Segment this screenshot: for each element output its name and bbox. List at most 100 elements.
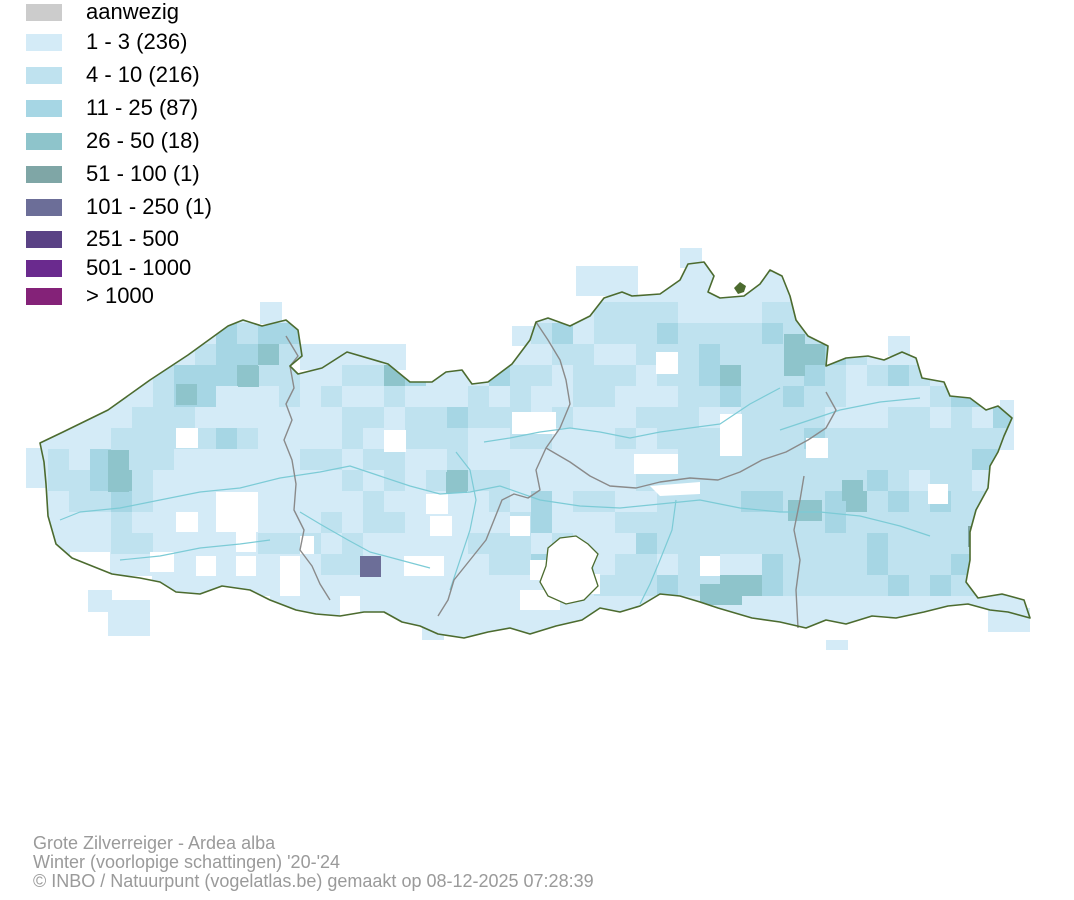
grid-cell xyxy=(699,512,720,533)
grid-cell xyxy=(972,533,993,554)
grid-cell xyxy=(720,365,741,386)
grid-cell xyxy=(573,365,594,386)
legend-swatch xyxy=(26,34,62,51)
grid-cell xyxy=(405,428,426,449)
grid-cell xyxy=(741,575,762,596)
grid-cell xyxy=(867,575,888,596)
grid-cell xyxy=(615,575,636,596)
grid-cell xyxy=(846,575,867,596)
empty-cell xyxy=(384,430,406,452)
grid-cell xyxy=(888,533,909,554)
grid-cell xyxy=(846,323,867,344)
region-outline xyxy=(39,261,1031,639)
grid-cell xyxy=(762,386,783,407)
grid-cell xyxy=(1014,554,1030,575)
legend-swatch xyxy=(26,4,62,21)
grid-cell xyxy=(842,480,863,501)
grid-cell xyxy=(846,449,867,470)
grid-cell xyxy=(531,365,552,386)
legend-swatch xyxy=(26,199,62,216)
grid-cell xyxy=(951,407,972,428)
grid-cell xyxy=(153,407,174,428)
grid-cell xyxy=(762,575,783,596)
grid-cell xyxy=(909,554,930,575)
grid-cell xyxy=(888,491,909,512)
grid-cell xyxy=(909,533,930,554)
grid-cell xyxy=(867,512,888,533)
grid-cell xyxy=(741,449,762,470)
grid-cell xyxy=(342,533,363,554)
grid-cell xyxy=(720,491,741,512)
grid-cell xyxy=(321,386,342,407)
grid-cell xyxy=(888,575,909,596)
empty-cell xyxy=(216,492,258,532)
grid-cell xyxy=(552,344,573,365)
empty-cell xyxy=(700,556,720,576)
grid-cell xyxy=(951,428,972,449)
grid-cell xyxy=(720,533,741,554)
legend-item: aanwezig xyxy=(26,0,286,24)
grid-cell xyxy=(993,449,1014,470)
grid-cell xyxy=(405,365,426,386)
grid-cell xyxy=(321,512,342,533)
grid-cell xyxy=(552,323,573,344)
grid-cell xyxy=(132,470,153,491)
caption-period: Winter (voorlopige schattingen) '20-'24 xyxy=(33,852,341,872)
grid-cell xyxy=(741,323,762,344)
outside-cell xyxy=(680,248,702,268)
grid-cell xyxy=(342,428,363,449)
grid-cell xyxy=(783,554,804,575)
grid-cell xyxy=(930,533,951,554)
grid-cell xyxy=(1035,533,1056,554)
grid-cell xyxy=(132,533,153,554)
grid-cell xyxy=(741,512,762,533)
empty-cell xyxy=(510,516,530,536)
grid-cell xyxy=(909,491,930,512)
grid-cell xyxy=(741,365,762,386)
grid-cell xyxy=(930,554,951,575)
grid-cell xyxy=(552,407,573,428)
legend-label: 26 - 50 (18) xyxy=(86,128,200,153)
grid-cell xyxy=(720,470,741,491)
empty-cell xyxy=(512,412,556,434)
grid-cell xyxy=(111,533,132,554)
outside-cell xyxy=(260,302,282,324)
grid-cell xyxy=(360,556,381,577)
grid-cell xyxy=(783,386,804,407)
grid-cell xyxy=(258,323,279,344)
grid-cell xyxy=(69,491,90,512)
grid-cell xyxy=(783,428,804,449)
grid-cell xyxy=(825,533,846,554)
grid-cell xyxy=(825,302,846,323)
grid-cell xyxy=(699,323,720,344)
grid-cell xyxy=(657,302,678,323)
grid-cell xyxy=(279,533,300,554)
grid-cell xyxy=(132,428,153,449)
grid-cell xyxy=(468,407,489,428)
grid-cell xyxy=(930,386,951,407)
grid-cell xyxy=(132,407,153,428)
grid-cell xyxy=(468,428,489,449)
legend-item: 101 - 250 (1) xyxy=(26,195,286,219)
legend-swatch xyxy=(26,166,62,183)
outside-cell xyxy=(88,590,112,612)
legend-item: 26 - 50 (18) xyxy=(26,129,286,153)
grid-cell xyxy=(216,428,237,449)
grid-cell xyxy=(762,470,783,491)
grid-cell xyxy=(762,428,783,449)
grid-cell xyxy=(762,302,783,323)
grid-cell xyxy=(615,554,636,575)
grid-cell xyxy=(741,386,762,407)
grid-cell xyxy=(1035,533,1056,554)
grid-cell xyxy=(741,344,762,365)
grid-cell xyxy=(804,554,825,575)
river xyxy=(639,499,677,605)
outside-cell xyxy=(108,600,150,636)
grid-cell xyxy=(510,386,531,407)
grid-cell xyxy=(678,365,699,386)
legend-item: 11 - 25 (87) xyxy=(26,96,286,120)
grid-cell xyxy=(762,554,783,575)
province-borders xyxy=(283,321,837,629)
grid-cell xyxy=(594,302,615,323)
grid-cell xyxy=(237,428,258,449)
